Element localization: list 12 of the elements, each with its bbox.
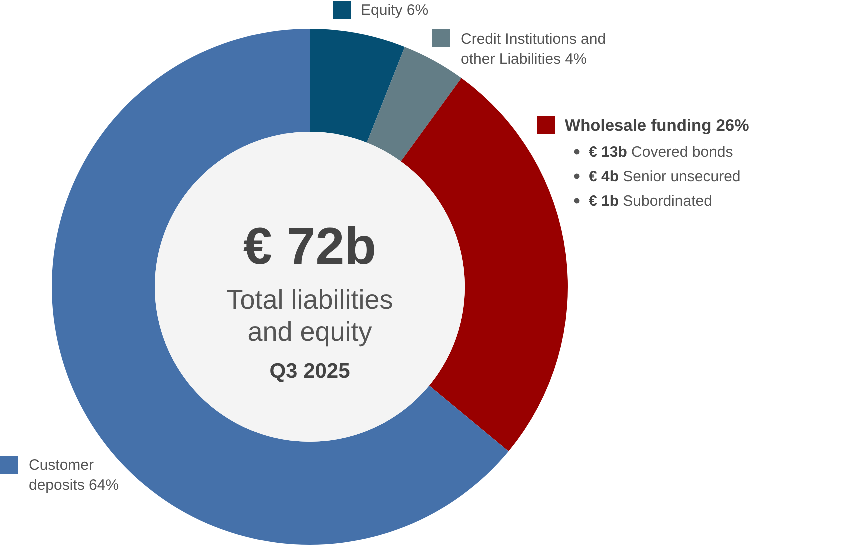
legend-label: Equity 6% — [361, 2, 429, 19]
legend-label: Wholesale funding 26% — [565, 117, 750, 135]
legend-label: Credit Institutions and other Liabilities 4% — [461, 31, 606, 68]
text: € 13b Covered bonds — [589, 144, 734, 161]
text: € 4b Senior unsecured — [589, 168, 741, 186]
text: € 72b — [244, 218, 376, 276]
donut-slice — [310, 29, 405, 143]
donut-slice — [367, 47, 462, 162]
text: € 1b Subordinated — [589, 193, 712, 210]
text: Q3 2025 — [270, 360, 351, 383]
legend-label: Customer deposits 64% — [29, 457, 120, 494]
text: Total liabilities and equity — [226, 285, 394, 347]
